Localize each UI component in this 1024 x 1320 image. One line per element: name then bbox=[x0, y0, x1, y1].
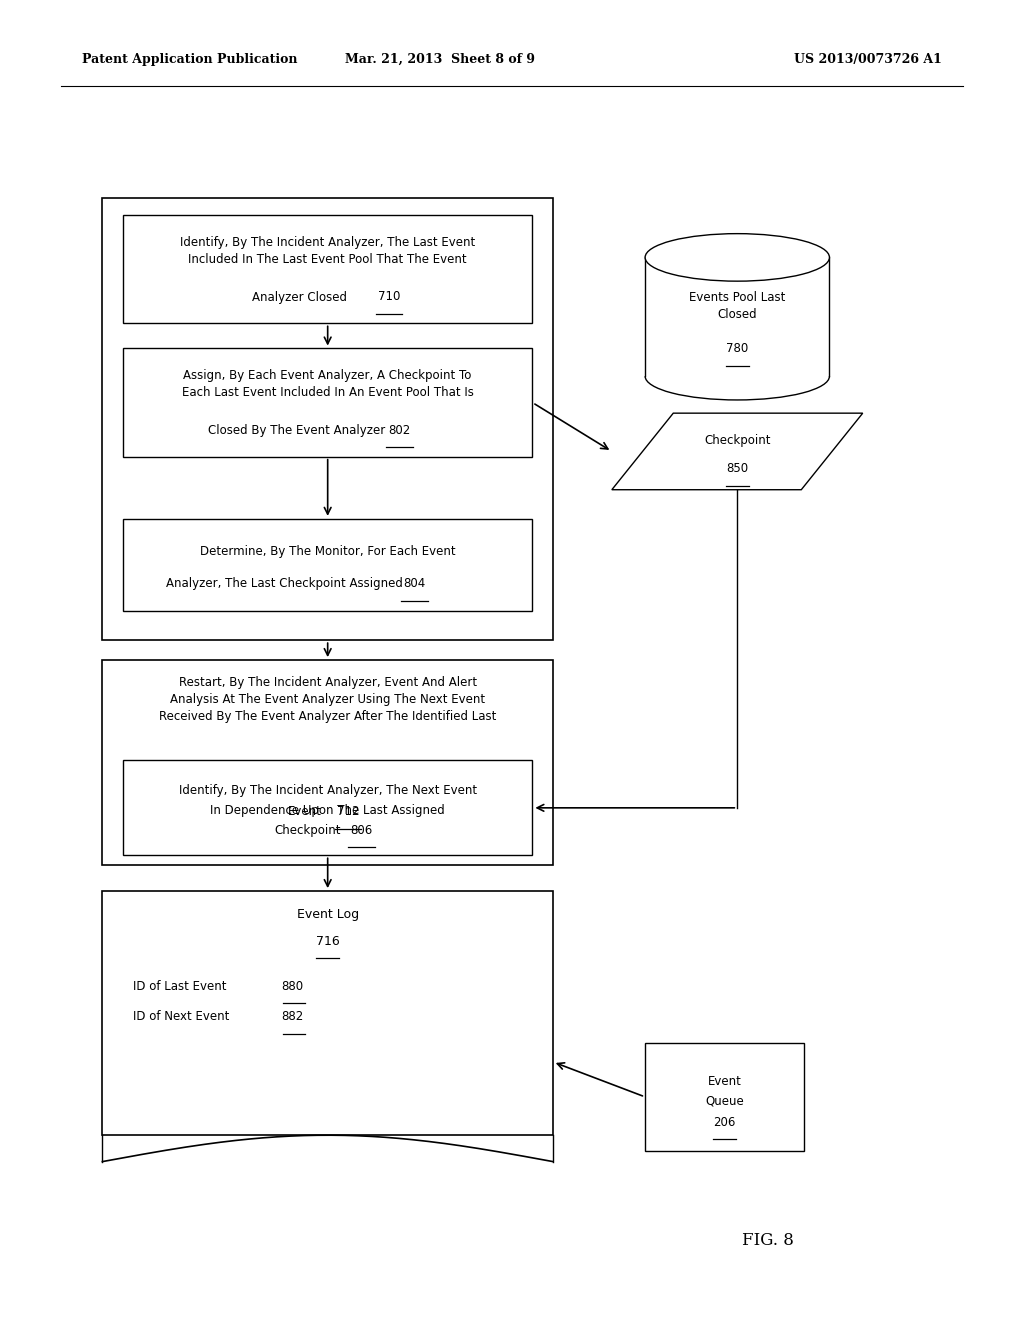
Text: Event: Event bbox=[708, 1074, 741, 1088]
Text: Analyzer, The Last Checkpoint Assigned: Analyzer, The Last Checkpoint Assigned bbox=[166, 577, 403, 590]
Text: 804: 804 bbox=[403, 577, 426, 590]
Text: Event Log: Event Log bbox=[297, 908, 358, 921]
Text: Restart, By The Incident Analyzer, Event And Alert
Analysis At The Event Analyze: Restart, By The Incident Analyzer, Event… bbox=[159, 676, 497, 723]
Text: Closed By The Event Analyzer: Closed By The Event Analyzer bbox=[208, 424, 386, 437]
Text: 882: 882 bbox=[282, 1010, 304, 1023]
Text: 850: 850 bbox=[726, 462, 749, 475]
FancyBboxPatch shape bbox=[645, 1043, 804, 1151]
Text: Assign, By Each Event Analyzer, A Checkpoint To
Each Last Event Included In An E: Assign, By Each Event Analyzer, A Checkp… bbox=[181, 370, 474, 399]
Text: US 2013/0073726 A1: US 2013/0073726 A1 bbox=[795, 53, 942, 66]
Text: Checkpoint: Checkpoint bbox=[274, 824, 340, 837]
Text: Analyzer Closed: Analyzer Closed bbox=[252, 290, 346, 304]
FancyBboxPatch shape bbox=[102, 198, 553, 640]
Text: Events Pool Last
Closed: Events Pool Last Closed bbox=[689, 292, 785, 321]
FancyBboxPatch shape bbox=[123, 519, 532, 611]
Text: 710: 710 bbox=[378, 290, 400, 304]
Text: Identify, By The Incident Analyzer, The Last Event
Included In The Last Event Po: Identify, By The Incident Analyzer, The … bbox=[180, 236, 475, 265]
Text: FIG. 8: FIG. 8 bbox=[742, 1233, 794, 1249]
FancyBboxPatch shape bbox=[123, 760, 532, 855]
Text: In Dependence Upon The Last Assigned: In Dependence Upon The Last Assigned bbox=[210, 804, 445, 817]
Text: Identify, By The Incident Analyzer, The Next Event: Identify, By The Incident Analyzer, The … bbox=[178, 784, 477, 797]
Text: Checkpoint: Checkpoint bbox=[705, 434, 770, 447]
FancyBboxPatch shape bbox=[102, 891, 553, 1135]
Text: Patent Application Publication: Patent Application Publication bbox=[82, 53, 297, 66]
Text: Mar. 21, 2013  Sheet 8 of 9: Mar. 21, 2013 Sheet 8 of 9 bbox=[345, 53, 536, 66]
Text: 716: 716 bbox=[315, 935, 340, 948]
Text: Determine, By The Monitor, For Each Event: Determine, By The Monitor, For Each Even… bbox=[200, 545, 456, 558]
Text: Event: Event bbox=[288, 805, 323, 818]
Text: ID of Last Event: ID of Last Event bbox=[133, 979, 226, 993]
FancyBboxPatch shape bbox=[102, 660, 553, 865]
Text: 206: 206 bbox=[714, 1115, 735, 1129]
FancyBboxPatch shape bbox=[123, 348, 532, 457]
Text: 880: 880 bbox=[282, 979, 304, 993]
Text: 712: 712 bbox=[337, 805, 359, 818]
Text: 780: 780 bbox=[726, 342, 749, 355]
Text: 806: 806 bbox=[350, 824, 373, 837]
Text: 802: 802 bbox=[388, 424, 411, 437]
Polygon shape bbox=[611, 413, 862, 490]
Ellipse shape bbox=[645, 234, 829, 281]
Text: Queue: Queue bbox=[706, 1094, 743, 1107]
Text: ID of Next Event: ID of Next Event bbox=[133, 1010, 229, 1023]
FancyBboxPatch shape bbox=[123, 215, 532, 323]
